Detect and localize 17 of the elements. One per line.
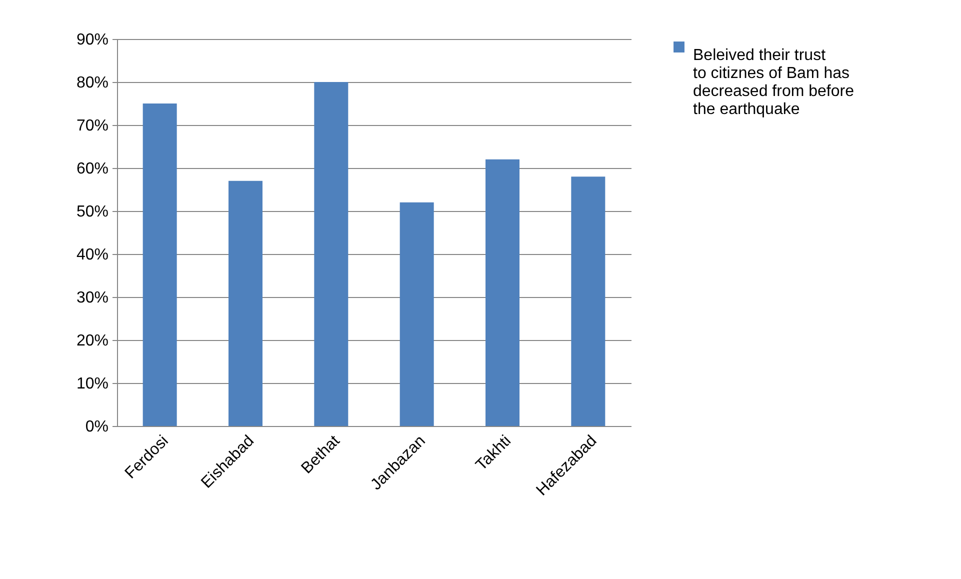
bar (228, 180, 262, 426)
bar (400, 202, 434, 426)
y-tick-label: 0% (85, 418, 108, 436)
bar (142, 104, 177, 426)
y-tick-label: 40% (76, 246, 108, 264)
y-tick-label: 60% (76, 160, 108, 178)
bar (571, 176, 606, 426)
y-tick-label: 50% (76, 204, 108, 220)
legend-label: Beleived their trust to citiznes of Bam has decreased from before the earthquake (693, 47, 854, 118)
bar (486, 159, 520, 426)
y-tick-label: 70% (76, 118, 108, 134)
y-tick-label: 10% (76, 376, 108, 392)
y-tick-label: 90% (76, 32, 108, 48)
bar (314, 82, 348, 426)
y-tick-label: 20% (76, 332, 108, 350)
y-tick-label: 30% (76, 290, 108, 306)
y-tick-label: 80% (76, 74, 108, 92)
